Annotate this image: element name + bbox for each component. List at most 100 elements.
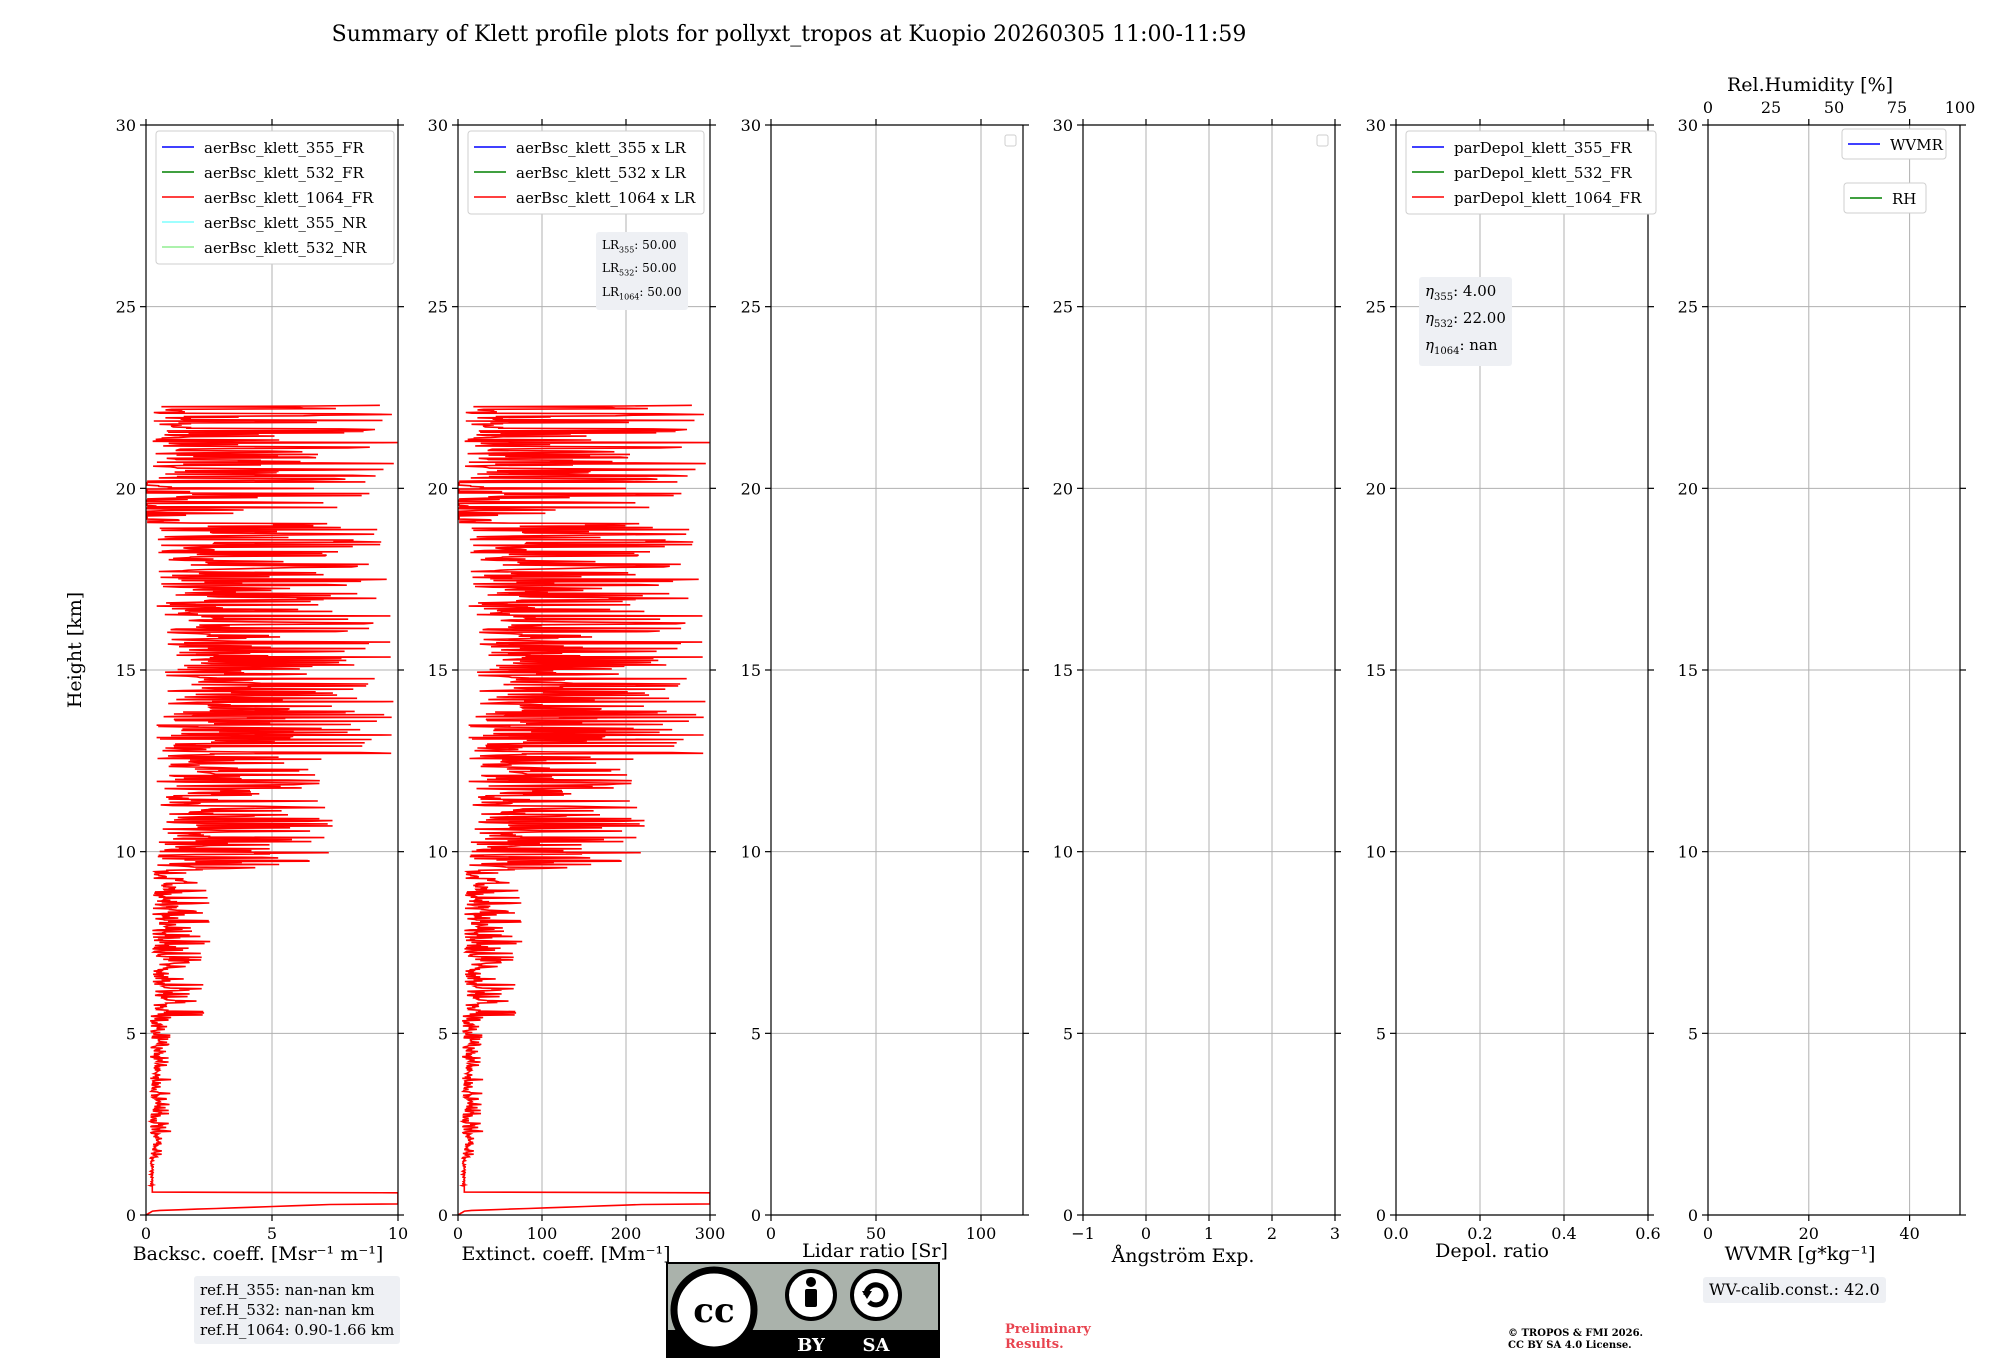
legend-box (467, 130, 705, 215)
top-x-tick-label: 0 (1703, 98, 1713, 117)
x-tick-label: 5 (267, 1224, 277, 1243)
legend-label: parDepol_klett_1064_FR (1454, 189, 1642, 207)
y-tick-label: 20 (741, 479, 761, 498)
y-tick-label: 25 (1053, 298, 1073, 317)
xlabel-angstrom: Ångström Exp. (1111, 1245, 1255, 1267)
legend-label: aerBsc_klett_355 x LR (516, 139, 687, 157)
x-tick-label: 2 (1267, 1224, 1277, 1243)
y-tick-label: 25 (428, 298, 448, 317)
ref-h-1064: ref.H_1064: 0.90-1.66 km (200, 1321, 395, 1339)
y-tick-label: 30 (1053, 116, 1073, 135)
y-tick-label: 5 (438, 1024, 448, 1043)
badge-sa-label: SA (863, 1335, 891, 1356)
y-tick-label: 10 (1678, 843, 1698, 862)
y-tick-label: 15 (1053, 661, 1073, 680)
x-tick-label: 3 (1330, 1224, 1340, 1243)
y-tick-label: 25 (1678, 298, 1698, 317)
x-tick-label: 0 (453, 1224, 463, 1243)
legend-label: WVMR (1890, 136, 1944, 154)
badge-by-label: BY (797, 1335, 826, 1356)
legend-label: aerBsc_klett_355_FR (204, 139, 364, 157)
x-tick-label: 40 (1899, 1224, 1919, 1243)
xlabel-lidar-ratio: Lidar ratio [Sr] (802, 1240, 948, 1262)
lr-532: LR532: 50.00 (602, 261, 677, 278)
legend-box (1841, 128, 1947, 160)
eta-355: η355: 4.00 (1425, 282, 1497, 303)
y-tick-label: 15 (428, 661, 448, 680)
y-tick-label: 5 (751, 1024, 761, 1043)
xlabel-wvmr: WVMR [g*kg⁻¹] (1724, 1243, 1876, 1265)
preliminary-note: Preliminary Results. (1005, 1322, 1091, 1352)
legend-label: aerBsc_klett_1064_FR (204, 189, 374, 207)
x-tick-label: 10 (388, 1224, 408, 1243)
x-tick-label: 100 (527, 1224, 558, 1243)
y-tick-label: 30 (1678, 116, 1698, 135)
top-x-tick-label: 50 (1824, 98, 1844, 117)
ref-h-355: ref.H_355: nan-nan km (200, 1281, 375, 1299)
x-tick-label: 0.0 (1383, 1224, 1408, 1243)
y-tick-label: 10 (1053, 843, 1073, 862)
legend-label: aerBsc_klett_355_NR (204, 214, 367, 232)
ref-height-box: ref.H_355: nan-nan km ref.H_532: nan-nan… (194, 1276, 401, 1344)
legend-label: RH (1892, 190, 1916, 208)
sa-share-alike-icon (850, 1269, 902, 1321)
top-axis-label-rh: Rel.Humidity [%] (1726, 74, 1894, 96)
legend-label: aerBsc_klett_532_FR (204, 164, 364, 182)
y-tick-label: 25 (116, 298, 136, 317)
y-tick-label: 30 (741, 116, 761, 135)
y-tick-label: 10 (741, 843, 761, 862)
wv-calib-box: WV-calib.const.: 42.0 (1703, 1277, 1886, 1303)
y-tick-label: 20 (116, 479, 136, 498)
y-tick-label: 20 (1366, 479, 1386, 498)
y-tick-label: 30 (116, 116, 136, 135)
top-x-tick-label: 75 (1887, 98, 1907, 117)
x-tick-label: 0 (766, 1224, 776, 1243)
x-tick-label: 200 (611, 1224, 642, 1243)
y-tick-label: 10 (116, 843, 136, 862)
y-tick-label: 0 (1376, 1206, 1386, 1225)
copyright-note: © TROPOS & FMI 2026. CC BY SA 4.0 Licens… (1508, 1328, 1644, 1351)
cc-by-sa-badge: cc BY SA (666, 1262, 940, 1358)
y-tick-label: 0 (126, 1206, 136, 1225)
ref-h-532: ref.H_532: nan-nan km (200, 1301, 375, 1319)
eta-532: η532: 22.00 (1425, 309, 1506, 330)
y-tick-label: 5 (1063, 1024, 1073, 1043)
xlabel-extinction: Extinct. coeff. [Mm⁻¹] (461, 1243, 671, 1265)
figure-title: Summary of Klett profile plots for polly… (331, 22, 1247, 47)
lr-355: LR355: 50.00 (602, 238, 677, 255)
x-tick-label: 0.4 (1551, 1224, 1576, 1243)
legend-label: aerBsc_klett_532_NR (204, 239, 367, 257)
eta-box: η355: 4.00 η532: 22.00 η1064: nan (1419, 277, 1512, 366)
y-tick-label: 0 (438, 1206, 448, 1225)
y-tick-label: 25 (1366, 298, 1386, 317)
legend-label: aerBsc_klett_1064 x LR (516, 189, 696, 207)
y-tick-label: 15 (1366, 661, 1386, 680)
y-tick-label: 10 (1366, 843, 1386, 862)
top-x-tick-label: 25 (1761, 98, 1781, 117)
lidar-ratio-box: LR355: 50.00 LR532: 50.00 LR1064: 50.00 (596, 232, 688, 311)
x-tick-label: 0.6 (1635, 1224, 1660, 1243)
xlabel-depol: Depol. ratio (1435, 1240, 1549, 1262)
y-tick-label: 15 (741, 661, 761, 680)
x-tick-label: 0 (1141, 1224, 1151, 1243)
y-tick-label: 15 (116, 661, 136, 680)
y-tick-label: 5 (1688, 1024, 1698, 1043)
lr-1064: LR1064: 50.00 (602, 284, 682, 302)
y-tick-label: 30 (1366, 116, 1386, 135)
legend-box (155, 130, 395, 265)
y-tick-label: 30 (428, 116, 448, 135)
y-tick-label: 25 (741, 298, 761, 317)
x-tick-label: 20 (1799, 1224, 1819, 1243)
y-tick-label: 0 (1063, 1206, 1073, 1225)
cc-icon-text: cc (693, 1291, 734, 1331)
empty-legend-box (1004, 134, 1017, 147)
y-tick-label: 15 (1678, 661, 1698, 680)
y-tick-label: 10 (428, 843, 448, 862)
x-tick-label: 0 (141, 1224, 151, 1243)
y-tick-label: 5 (1376, 1024, 1386, 1043)
xlabel-backscatter: Backsc. coeff. [Msr⁻¹ m⁻¹] (132, 1243, 384, 1265)
x-tick-label: −1 (1071, 1224, 1095, 1243)
empty-legend-box (1316, 134, 1329, 147)
x-tick-label: 0.2 (1467, 1224, 1492, 1243)
